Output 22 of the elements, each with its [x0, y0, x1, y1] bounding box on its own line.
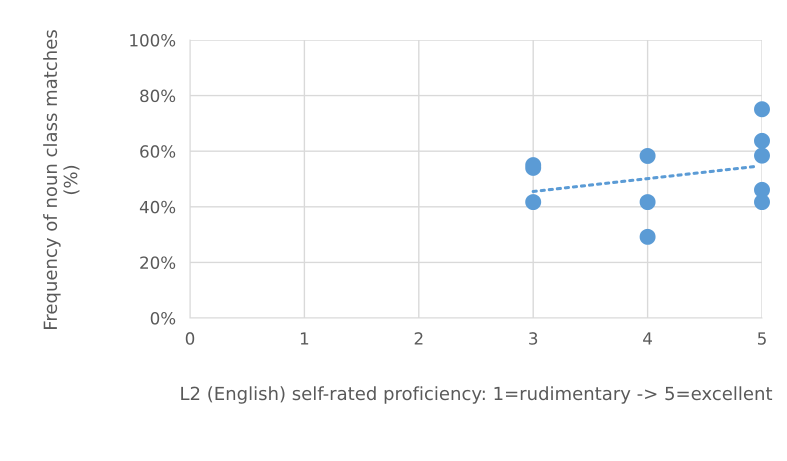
x-tick-label: 2: [414, 332, 422, 345]
point: [754, 132, 770, 149]
x-tick-label: 1: [300, 332, 308, 345]
point: [640, 194, 656, 210]
y-axis-title: Frequency of noun class matches (%): [43, 30, 80, 329]
x-axis-title: L2 (English) self-rated proficiency: 1=rudimentary -> 5=excellent: [181, 386, 772, 404]
point: [640, 228, 656, 245]
point: [525, 194, 542, 210]
y-tick-label: 60%: [140, 145, 176, 158]
point: [754, 101, 770, 118]
x-tick-label: 5: [758, 332, 766, 345]
point: [640, 148, 656, 164]
y-tick-label: 40%: [140, 200, 176, 214]
y-tick-label: 20%: [140, 256, 176, 269]
point: [754, 148, 770, 164]
y-tick-label: 0%: [150, 312, 176, 325]
point: [754, 194, 770, 210]
x-tick-label: 0: [186, 332, 194, 345]
y-tick-label: 100%: [130, 34, 176, 47]
y-tick-label: 80%: [140, 90, 176, 102]
x-tick-label: 4: [643, 332, 652, 345]
x-tick-label: 3: [529, 332, 538, 345]
